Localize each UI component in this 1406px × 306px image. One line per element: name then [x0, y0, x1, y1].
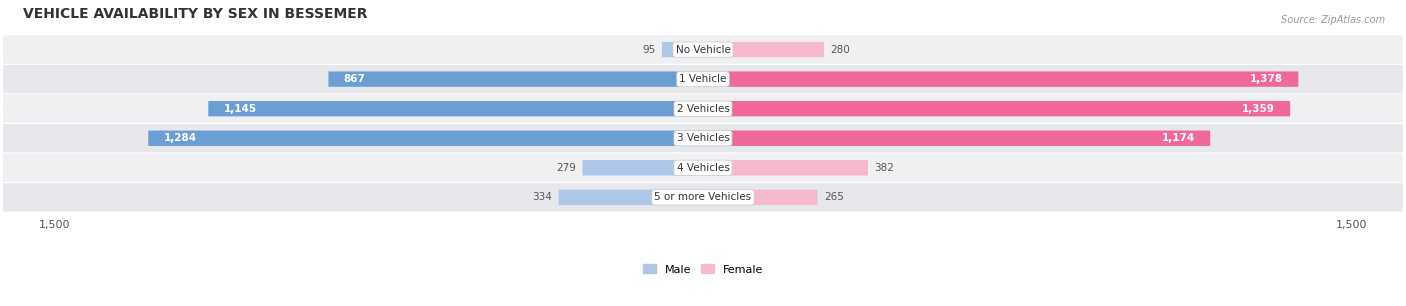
Text: 1,359: 1,359 [1241, 104, 1275, 114]
Text: 95: 95 [643, 45, 655, 54]
Text: 1,284: 1,284 [163, 133, 197, 143]
Text: No Vehicle: No Vehicle [675, 45, 731, 54]
Text: 280: 280 [831, 45, 851, 54]
Text: 334: 334 [533, 192, 553, 202]
FancyBboxPatch shape [703, 190, 817, 205]
FancyBboxPatch shape [703, 101, 1291, 116]
FancyBboxPatch shape [3, 154, 1403, 182]
Text: 265: 265 [824, 192, 844, 202]
FancyBboxPatch shape [582, 160, 703, 175]
Text: 1,378: 1,378 [1250, 74, 1284, 84]
FancyBboxPatch shape [148, 131, 703, 146]
Text: 279: 279 [557, 163, 576, 173]
Text: 382: 382 [875, 163, 894, 173]
Text: VEHICLE AVAILABILITY BY SEX IN BESSEMER: VEHICLE AVAILABILITY BY SEX IN BESSEMER [22, 7, 367, 21]
FancyBboxPatch shape [3, 65, 1403, 93]
FancyBboxPatch shape [703, 42, 824, 57]
FancyBboxPatch shape [558, 190, 703, 205]
Legend: Male, Female: Male, Female [638, 260, 768, 279]
FancyBboxPatch shape [3, 124, 1403, 152]
Text: 1,174: 1,174 [1161, 133, 1195, 143]
Text: 3 Vehicles: 3 Vehicles [676, 133, 730, 143]
Text: 1,145: 1,145 [224, 104, 256, 114]
FancyBboxPatch shape [3, 95, 1403, 123]
FancyBboxPatch shape [3, 35, 1403, 64]
FancyBboxPatch shape [3, 183, 1403, 211]
FancyBboxPatch shape [703, 131, 1211, 146]
Text: 4 Vehicles: 4 Vehicles [676, 163, 730, 173]
Text: 2 Vehicles: 2 Vehicles [676, 104, 730, 114]
Text: 1 Vehicle: 1 Vehicle [679, 74, 727, 84]
FancyBboxPatch shape [662, 42, 703, 57]
FancyBboxPatch shape [208, 101, 703, 116]
FancyBboxPatch shape [703, 160, 868, 175]
Text: 5 or more Vehicles: 5 or more Vehicles [654, 192, 752, 202]
FancyBboxPatch shape [703, 71, 1298, 87]
Text: 867: 867 [343, 74, 366, 84]
FancyBboxPatch shape [329, 71, 703, 87]
Text: Source: ZipAtlas.com: Source: ZipAtlas.com [1281, 15, 1385, 25]
